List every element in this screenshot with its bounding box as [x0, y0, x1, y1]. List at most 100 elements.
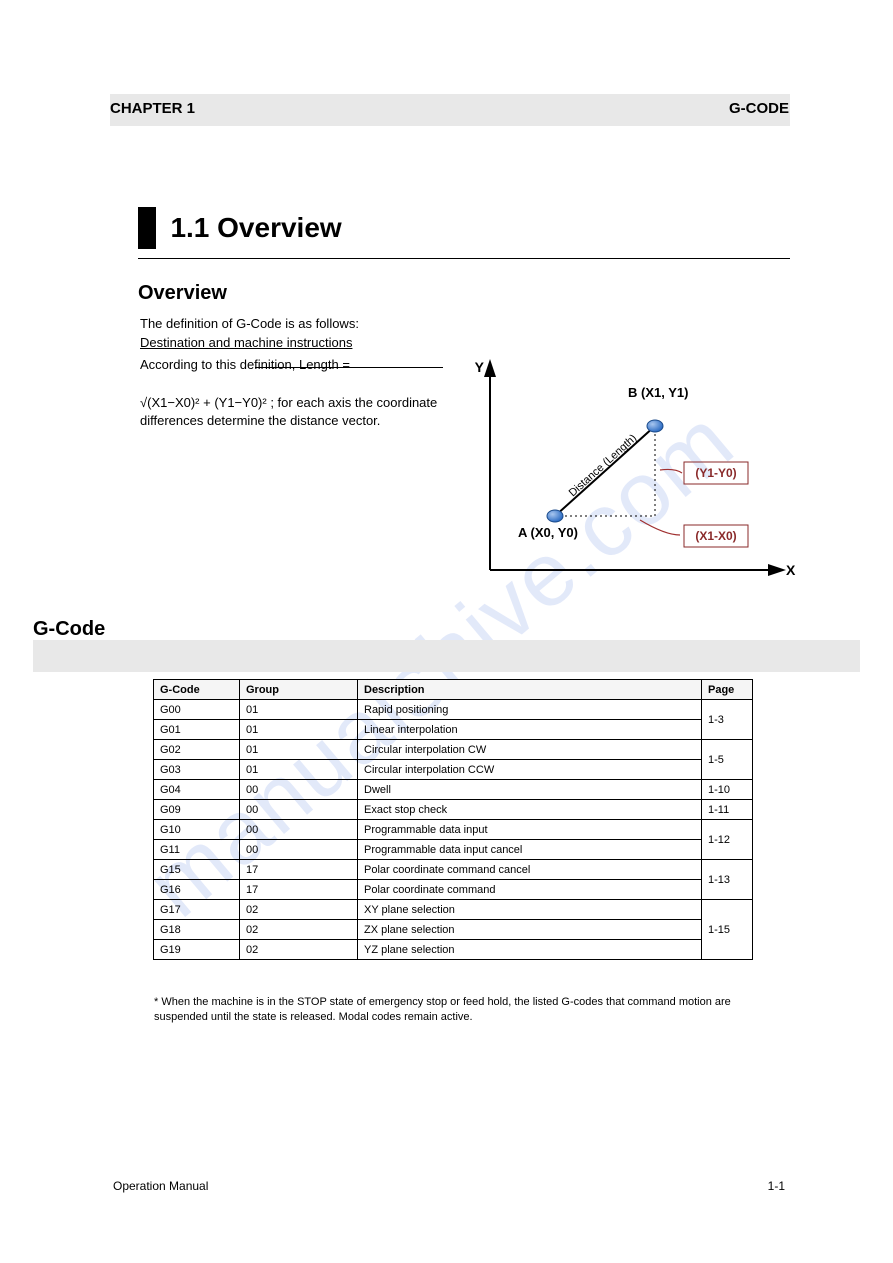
- cell: 01: [240, 720, 358, 740]
- cell: 00: [240, 800, 358, 820]
- cell-page: 1-11: [702, 800, 753, 820]
- table-row: G0400Dwell1-10: [154, 780, 753, 800]
- overview-p3a: According to this definition, Length =: [140, 356, 450, 374]
- gcode-band: [33, 640, 860, 672]
- cell: 01: [240, 700, 358, 720]
- x-label: X: [786, 562, 796, 578]
- cell: 01: [240, 760, 358, 780]
- footer-left: Operation Manual: [113, 1179, 208, 1193]
- distance-diagram: Y X A (X0, Y0) B (X1, Y1) Distance (Leng…: [460, 360, 800, 590]
- cell: G15: [154, 860, 240, 880]
- watermark: manualshive.com: [0, 0, 893, 1263]
- header-band: [110, 94, 790, 126]
- section-rule: [138, 258, 790, 259]
- cell: Circular interpolation CCW: [358, 760, 702, 780]
- cell: Linear interpolation: [358, 720, 702, 740]
- cell: 02: [240, 940, 358, 960]
- footer-right: 1-1: [768, 1179, 785, 1193]
- table-row: G1617Polar coordinate command: [154, 880, 753, 900]
- table-row: G0900Exact stop check1-11: [154, 800, 753, 820]
- cell: G09: [154, 800, 240, 820]
- section-header: 1.1 Overview: [138, 207, 790, 249]
- cell: Polar coordinate command cancel: [358, 860, 702, 880]
- table-row: G0101Linear interpolation: [154, 720, 753, 740]
- col-desc: Description: [358, 680, 702, 700]
- cell-page: 1-13: [702, 860, 753, 900]
- page: manualshive.com CHAPTER 1 G-CODE 1.1 Ove…: [0, 0, 893, 1263]
- overview-p2: Destination and machine instructions: [140, 335, 352, 350]
- point-b: [647, 420, 663, 432]
- chapter-number: CHAPTER 1: [110, 100, 195, 117]
- overview-p1: The definition of G-Code is as follows:: [140, 316, 359, 331]
- point-a-label: A (X0, Y0): [518, 525, 578, 540]
- cell: 00: [240, 820, 358, 840]
- diagram-svg: Y X A (X0, Y0) B (X1, Y1) Distance (Leng…: [460, 360, 800, 590]
- distance-label: Distance (Length): [567, 432, 640, 499]
- table-header-row: G-Code Group Description Page: [154, 680, 753, 700]
- col-page: Page: [702, 680, 753, 700]
- cell: Polar coordinate command: [358, 880, 702, 900]
- cell-page: 1-15: [702, 900, 753, 960]
- cell: G18: [154, 920, 240, 940]
- cell: YZ plane selection: [358, 940, 702, 960]
- cell-page: 1-10: [702, 780, 753, 800]
- cell: G00: [154, 700, 240, 720]
- cell: Circular interpolation CW: [358, 740, 702, 760]
- y-label: Y: [475, 359, 485, 375]
- cell: G02: [154, 740, 240, 760]
- cell: 00: [240, 840, 358, 860]
- table-row: G1902YZ plane selection: [154, 940, 753, 960]
- section-bar: [138, 207, 156, 249]
- gcode-section-title: G-Code: [33, 618, 105, 641]
- cell: 02: [240, 900, 358, 920]
- cell-page: 1-3: [702, 700, 753, 740]
- cell: G11: [154, 840, 240, 860]
- table-row: G1702XY plane selection1-15: [154, 900, 753, 920]
- cell: 02: [240, 920, 358, 940]
- cell: Programmable data input: [358, 820, 702, 840]
- col-code: G-Code: [154, 680, 240, 700]
- cell: G04: [154, 780, 240, 800]
- gcode-tbody: G0001Rapid positioning1-3G0101Linear int…: [154, 700, 753, 960]
- table-row: G0301Circular interpolation CCW: [154, 760, 753, 780]
- cell: G10: [154, 820, 240, 840]
- footnote: * When the machine is in the STOP state …: [154, 995, 773, 1025]
- cell: 17: [240, 880, 358, 900]
- cell: G16: [154, 880, 240, 900]
- cell-page: 1-5: [702, 740, 753, 780]
- cell: G01: [154, 720, 240, 740]
- cell: Exact stop check: [358, 800, 702, 820]
- cell: 17: [240, 860, 358, 880]
- point-a: [547, 510, 563, 522]
- cell: Dwell: [358, 780, 702, 800]
- point-b-label: B (X1, Y1): [628, 385, 688, 400]
- cell: Rapid positioning: [358, 700, 702, 720]
- callout-leader-y: [660, 469, 682, 473]
- box-x-diff: (X1-X0): [684, 525, 748, 547]
- overview-heading: Overview: [138, 282, 227, 305]
- section-title: 1.1 Overview: [170, 212, 341, 243]
- col-group: Group: [240, 680, 358, 700]
- table-row: G0201Circular interpolation CW1-5: [154, 740, 753, 760]
- table-row: G1802ZX plane selection: [154, 920, 753, 940]
- overview-p3b: √(X1−X0)² + (Y1−Y0)² ; for each axis the…: [140, 394, 450, 430]
- callout-leader-x: [640, 520, 680, 535]
- cell: G03: [154, 760, 240, 780]
- cell: G19: [154, 940, 240, 960]
- box-y-diff: (Y1-Y0): [684, 462, 748, 484]
- cell: G17: [154, 900, 240, 920]
- table-row: G1100Programmable data input cancel: [154, 840, 753, 860]
- cell: XY plane selection: [358, 900, 702, 920]
- chapter-title: G-CODE: [729, 100, 789, 117]
- cell: 01: [240, 740, 358, 760]
- cell-page: 1-12: [702, 820, 753, 860]
- table-row: G1000Programmable data input1-12: [154, 820, 753, 840]
- svg-text:(Y1-Y0): (Y1-Y0): [695, 466, 736, 480]
- cell: 00: [240, 780, 358, 800]
- cell: Programmable data input cancel: [358, 840, 702, 860]
- gcode-table: G-Code Group Description Page G0001Rapid…: [153, 679, 753, 960]
- svg-text:(X1-X0): (X1-X0): [695, 529, 736, 543]
- table-row: G0001Rapid positioning1-3: [154, 700, 753, 720]
- cell: ZX plane selection: [358, 920, 702, 940]
- table-row: G1517Polar coordinate command cancel1-13: [154, 860, 753, 880]
